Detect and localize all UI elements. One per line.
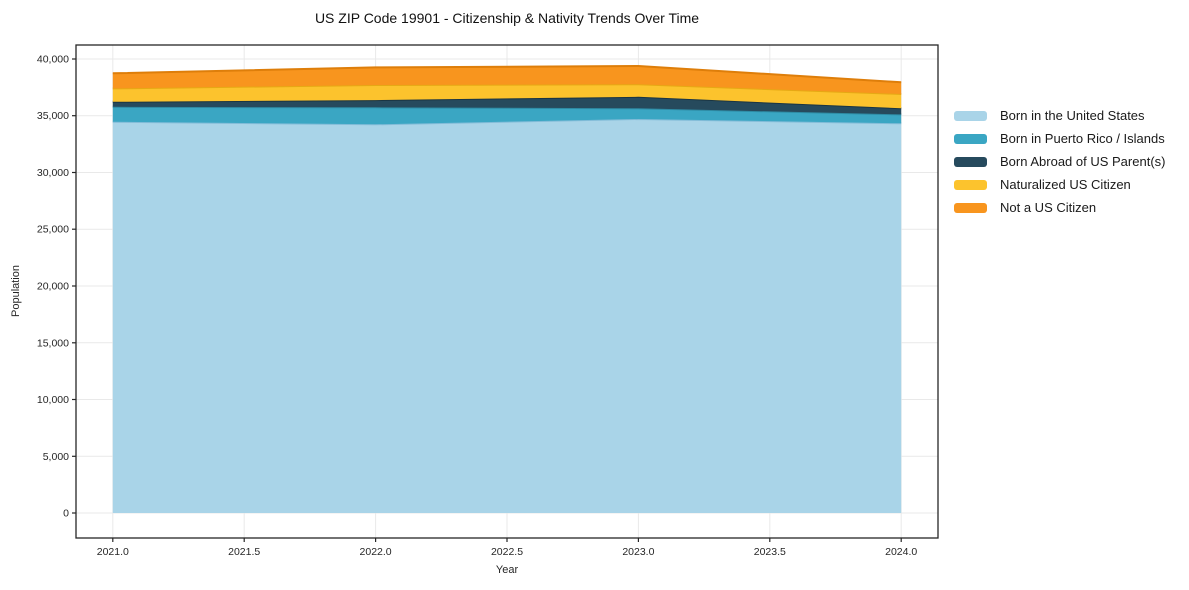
- x-tick-label: 2021.0: [97, 546, 129, 558]
- chart-title: US ZIP Code 19901 - Citizenship & Nativi…: [314, 10, 700, 26]
- legend-item-born-abroad-of-us-parent-s: Born Abroad of US Parent(s): [954, 150, 1165, 173]
- legend-label: Born Abroad of US Parent(s): [1000, 154, 1166, 169]
- y-tick-label: 5,000: [43, 451, 69, 463]
- legend-item-not-a-us-citizen: Not a US Citizen: [954, 196, 1165, 219]
- legend-item-born-in-puerto-rico-islands: Born in Puerto Rico / Islands: [954, 127, 1165, 150]
- area-born-in-puerto-rico-islands: [112, 106, 902, 125]
- y-axis: 0 5,000 10,000 15,000 20,000 25,000 30,000 35,0…: [37, 54, 76, 520]
- legend-label: Born in Puerto Rico / Islands: [1000, 131, 1165, 146]
- y-axis-title: Population: [10, 265, 22, 317]
- y-tick-label: 15,000: [37, 337, 69, 349]
- area-born-in-the-united-states: [112, 119, 902, 513]
- legend-swatch: [954, 179, 987, 190]
- x-tick-label: 2022.5: [491, 546, 523, 558]
- x-tick-label: 2023.5: [754, 546, 786, 558]
- legend-swatch: [954, 110, 987, 121]
- legend-label: Not a US Citizen: [1000, 200, 1097, 215]
- legend: Born in the United States Born in Puerto …: [954, 104, 1165, 219]
- legend-swatch: [954, 156, 987, 167]
- x-axis-title: Year: [495, 564, 519, 576]
- x-axis: 2021.0 2021.5 2022.0 2022.5 2023.0 2023.5 2024…: [97, 538, 917, 558]
- y-tick-label: 0: [63, 508, 69, 520]
- y-tick-label: 40,000: [37, 54, 69, 66]
- area-not-a-us-citizen: [112, 66, 902, 94]
- y-tick-label: 25,000: [37, 224, 69, 236]
- y-tick-label: 20,000: [37, 281, 69, 293]
- x-tick-label: 2022.0: [360, 546, 392, 558]
- x-tick-label: 2021.5: [228, 546, 260, 558]
- legend-swatch: [954, 202, 987, 213]
- legend-label: Born in the United States: [1000, 108, 1145, 123]
- legend-item-naturalized-us-citizen: Naturalized US Citizen: [954, 173, 1165, 196]
- area-topline-not-a-us-citizen: [112, 64, 902, 84]
- y-tick-label: 35,000: [37, 110, 69, 122]
- y-tick-label: 30,000: [37, 167, 69, 179]
- area-series-group: [112, 64, 902, 513]
- y-tick-label: 10,000: [37, 394, 69, 406]
- area-naturalized-us-citizen: [112, 84, 902, 109]
- legend-swatch: [954, 133, 987, 144]
- x-tick-label: 2023.0: [622, 546, 654, 558]
- legend-label: Naturalized US Citizen: [1000, 177, 1131, 192]
- legend-item-born-in-the-united-states: Born in the United States: [954, 104, 1165, 127]
- x-tick-label: 2024.0: [885, 546, 917, 558]
